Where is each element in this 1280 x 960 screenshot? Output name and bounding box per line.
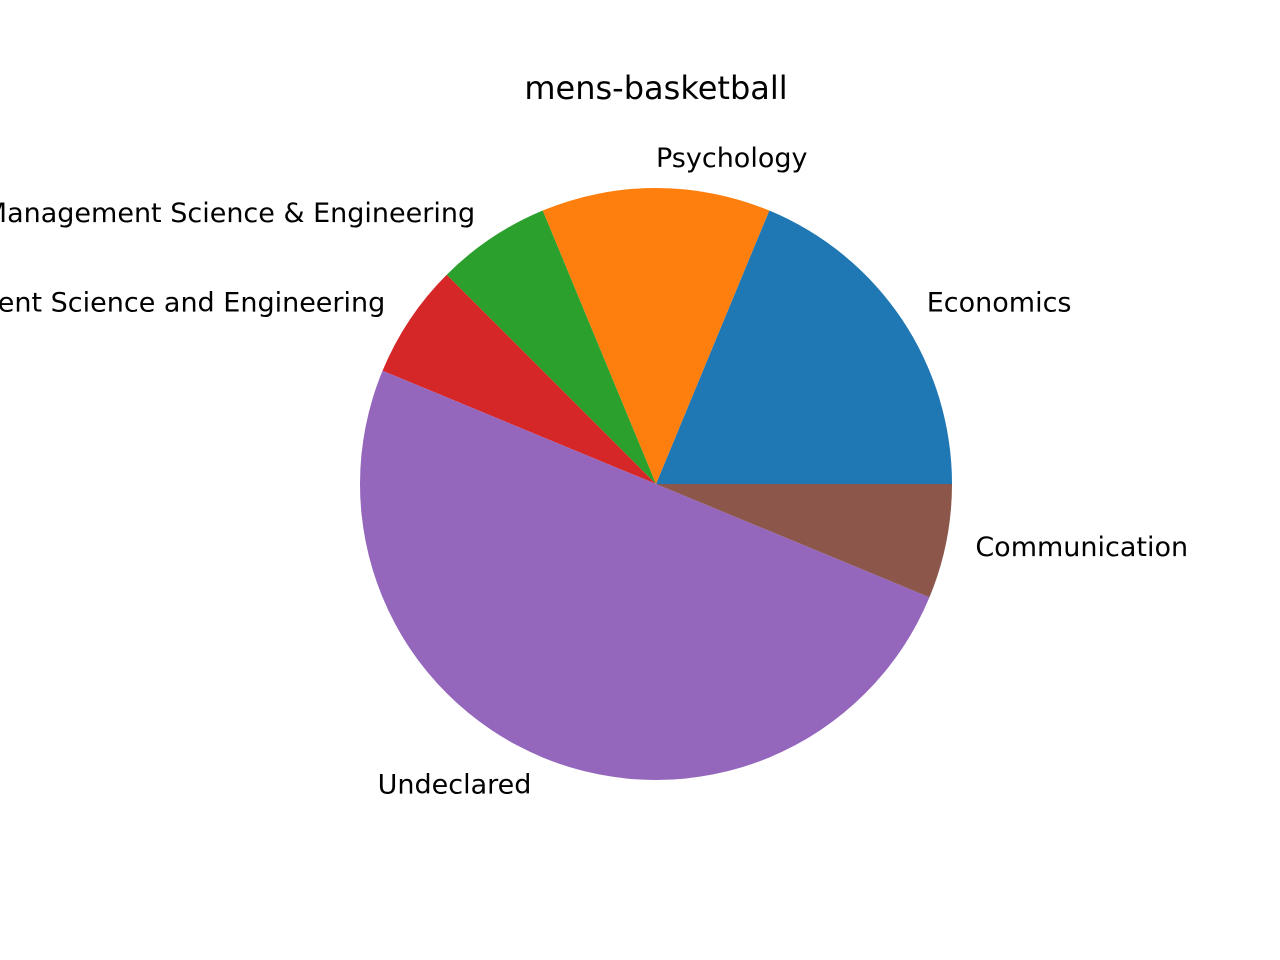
pie-slice-2 xyxy=(542,188,770,485)
pie-slices xyxy=(359,188,953,780)
pie-slice-label-5: Undeclared xyxy=(378,769,532,800)
pie-slice-6 xyxy=(656,484,952,598)
pie-slice-label-3: Management Science & Engineering xyxy=(0,198,475,229)
pie-slice-4 xyxy=(382,274,656,484)
pie-slice-5 xyxy=(359,370,930,780)
chart-title: mens-basketball xyxy=(524,69,787,107)
pie-slice-label-2: Psychology xyxy=(656,143,807,174)
pie-slice-3 xyxy=(446,210,656,484)
pie-labels: Economics Psychology Management Science & … xyxy=(0,143,1188,800)
pie-slice-label-4: Management Science and Engineering xyxy=(0,288,385,319)
pie-slice-label-6: Communication xyxy=(975,532,1188,563)
pie-slice-1 xyxy=(656,210,953,484)
pie-slice-label-1: Economics xyxy=(927,288,1072,319)
